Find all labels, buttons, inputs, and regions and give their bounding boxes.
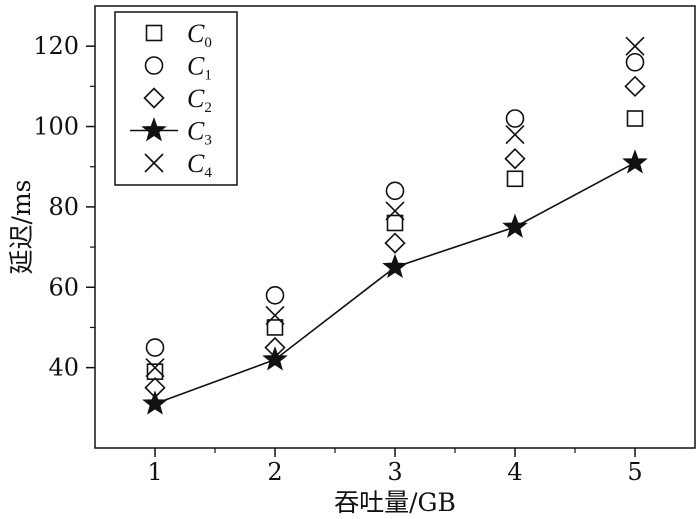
series-C0 [146,110,644,380]
x-tick-label: 1 [147,458,162,486]
data-point-square [386,214,404,232]
legend-label: C0 [187,19,212,51]
data-point-circle [145,338,165,357]
data-point-square [146,363,164,380]
data-point-star [502,213,528,238]
data-point-x [385,201,405,221]
legend-label: C3 [187,117,212,149]
x-tick-label: 4 [507,458,522,486]
legend-marker-x [144,153,164,173]
data-point-star [142,390,168,415]
x-tick-label: 5 [627,458,642,486]
data-point-circle [625,52,645,72]
y-tick-label: 100 [33,113,79,141]
legend-entry: C4 [144,149,212,181]
legend-entry: C3 [130,117,212,149]
legend-entry: C0 [145,19,212,51]
data-point-x [505,125,525,145]
y-tick-label: 60 [48,273,79,301]
data-point-x [265,305,285,325]
x-axis-title: 吞吐量/GB [334,488,456,517]
data-point-diamond [504,148,526,170]
data-point-diamond [384,232,406,254]
legend-box [114,11,238,186]
legend-entry: C1 [144,52,212,84]
data-point-x [145,358,165,378]
data-point-star [382,253,408,279]
data-point-star [262,346,288,371]
y-tick-label: 120 [33,32,79,60]
legend-entry: C2 [143,84,212,116]
legend-label: C4 [187,149,212,181]
y-tick-label: 80 [48,193,79,221]
legend-label: C2 [187,84,212,116]
data-point-diamond [624,75,646,97]
legend-label: C1 [187,52,212,84]
data-point-circle [505,109,525,128]
data-point-star [622,149,648,174]
data-point-square [506,170,524,188]
data-point-square [266,319,284,336]
data-point-circle [265,286,285,305]
y-axis-title: 延迟/ms [7,180,36,275]
legend-marker-square [145,24,163,42]
y-tick-label: 40 [48,354,79,382]
legend-marker-circle [144,56,164,75]
legend-marker-star [141,117,167,142]
x-tick-label: 2 [267,458,282,486]
series-C3 [142,149,648,415]
series-C4 [145,36,645,378]
data-point-square [626,110,644,127]
x-tick-label: 3 [387,458,402,486]
data-point-x [625,36,645,56]
legend-marker-diamond [143,87,165,109]
series-C1 [145,52,645,357]
data-point-circle [385,181,405,201]
